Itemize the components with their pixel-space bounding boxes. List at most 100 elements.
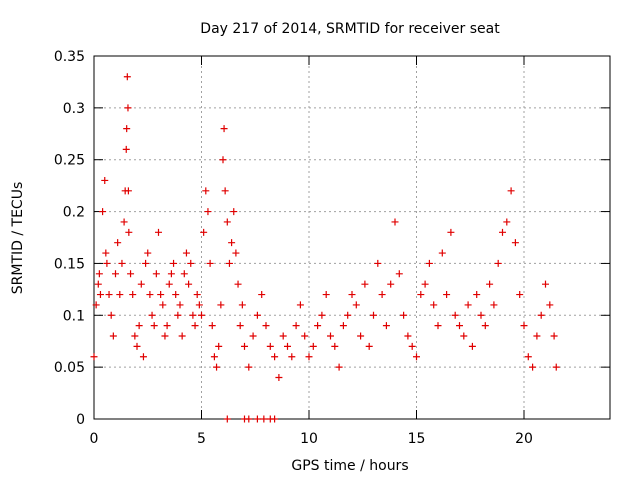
data-point [187, 259, 195, 267]
data-point [109, 332, 117, 340]
data-point [309, 342, 317, 350]
data-point [260, 415, 268, 423]
data-point [516, 291, 524, 299]
data-point [195, 301, 203, 309]
y-tick-label: 0 [76, 412, 85, 428]
y-tick-label: 0.35 [54, 49, 85, 65]
data-point [374, 259, 382, 267]
data-point [228, 239, 236, 247]
data-point [275, 374, 283, 382]
data-point [434, 322, 442, 330]
data-point [142, 259, 150, 267]
data-point [404, 332, 412, 340]
data-point [210, 353, 218, 361]
data-point [198, 311, 205, 319]
data-point [499, 228, 506, 236]
data-point [219, 156, 227, 164]
data-point [546, 301, 554, 309]
data-point [193, 291, 201, 299]
data-point [127, 270, 135, 278]
data-point [176, 301, 184, 309]
data-point [529, 363, 537, 371]
data-point [241, 342, 248, 350]
data-point [152, 270, 160, 278]
data-point [266, 342, 274, 350]
data-point [408, 342, 416, 350]
x-axis-label: GPS time / hours [291, 458, 408, 474]
data-point [118, 259, 126, 267]
data-point [90, 353, 98, 361]
data-point [314, 322, 322, 330]
data-point [215, 342, 223, 350]
data-point [249, 332, 257, 340]
data-point [165, 280, 173, 288]
data-point [236, 322, 244, 330]
data-point [150, 322, 158, 330]
data-point [520, 322, 528, 330]
data-point [507, 187, 515, 195]
data-point [139, 353, 147, 361]
data-point [245, 363, 253, 371]
data-point [473, 291, 481, 299]
data-point [464, 301, 472, 309]
data-point [327, 332, 334, 340]
data-point [288, 353, 296, 361]
data-point [157, 291, 165, 299]
data-point [365, 342, 373, 350]
data-point [103, 259, 111, 267]
data-point [114, 239, 122, 247]
data-point [382, 322, 390, 330]
data-point [284, 342, 291, 350]
data-point [486, 280, 494, 288]
data-point [155, 228, 162, 236]
data-point [494, 259, 502, 267]
data-point [245, 415, 253, 423]
data-point [99, 208, 107, 216]
data-point [253, 311, 261, 319]
data-point [456, 322, 463, 330]
data-point [537, 311, 545, 319]
data-point [202, 187, 210, 195]
data-point [94, 280, 102, 288]
data-point [400, 311, 408, 319]
data-point [159, 301, 167, 309]
data-point [137, 280, 145, 288]
data-point [101, 176, 109, 184]
data-point [123, 125, 131, 133]
y-tick-label: 0.3 [63, 101, 85, 117]
x-tick-label: 10 [300, 431, 318, 447]
data-point [318, 311, 326, 319]
data-point [123, 73, 131, 81]
data-point [167, 270, 175, 278]
data-point [490, 301, 498, 309]
data-point [271, 353, 279, 361]
y-tick-label: 0.1 [63, 308, 85, 324]
x-tick-label: 15 [408, 431, 426, 447]
data-point [124, 187, 132, 195]
data-point [387, 280, 395, 288]
data-point [258, 291, 266, 299]
data-point [112, 270, 119, 278]
data-point [204, 208, 212, 216]
data-point [391, 218, 399, 226]
data-point [322, 291, 330, 299]
data-point [339, 322, 347, 330]
data-point [447, 228, 455, 236]
data-point [361, 280, 369, 288]
data-point [481, 322, 489, 330]
data-point [174, 311, 182, 319]
data-point [172, 291, 180, 299]
data-point [180, 270, 188, 278]
data-point [223, 218, 231, 226]
data-point [124, 104, 132, 112]
data-point [331, 342, 339, 350]
data-point [120, 218, 128, 226]
data-point [122, 145, 130, 153]
data-point [206, 259, 214, 267]
y-tick-label: 0.25 [54, 153, 85, 169]
data-point [524, 353, 532, 361]
data-point [217, 301, 225, 309]
data-point [189, 311, 197, 319]
data-point [135, 322, 143, 330]
data-point [335, 363, 343, 371]
